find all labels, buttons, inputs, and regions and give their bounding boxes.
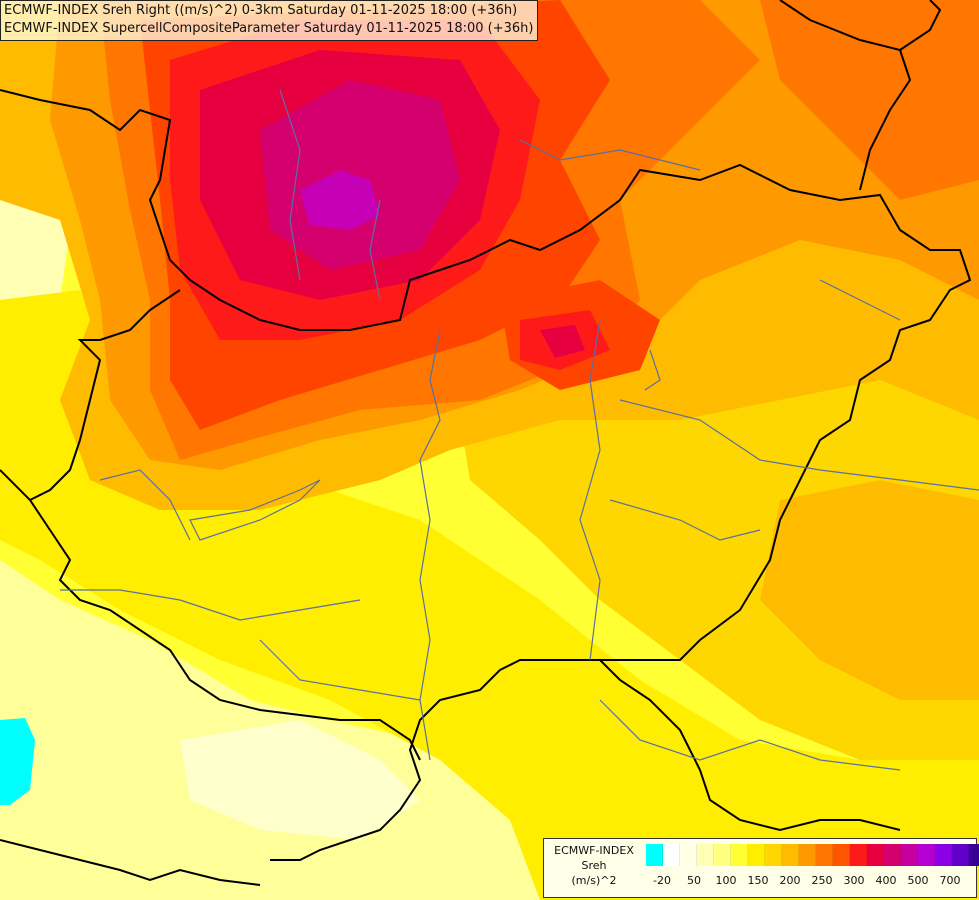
map-title-box: ECMWF-INDEX Sreh Right ((m/s)^2) 0-3km S… — [0, 0, 539, 41]
river-2 — [579, 319, 601, 661]
legend-tick-8: 500 — [907, 874, 929, 887]
country-borders — [0, 0, 972, 886]
legend-swatch-3 — [697, 844, 714, 866]
legend-tick-6: 300 — [843, 874, 865, 887]
legend-swatch-6 — [748, 844, 765, 866]
river-9 — [599, 699, 901, 771]
border-west-2 — [29, 289, 181, 501]
field-orange-dark-ne — [760, 0, 979, 200]
legend-swatch-18 — [952, 844, 969, 866]
title-line-1: ECMWF-INDEX Sreh Right ((m/s)^2) 0-3km S… — [4, 3, 518, 18]
legend-swatch-9 — [799, 844, 816, 866]
border-czsk-north — [0, 89, 972, 861]
legend-swatch-10 — [816, 844, 833, 866]
legend-swatch-4 — [714, 844, 731, 866]
legend-swatch-8 — [782, 844, 799, 866]
river-10 — [60, 589, 361, 621]
legend-tick-7: 400 — [875, 874, 897, 887]
legend-swatch-12 — [850, 844, 867, 866]
river-3 — [189, 479, 321, 541]
legend-unit: (m/s)^2 — [571, 874, 617, 887]
river-7 — [619, 399, 979, 491]
legend-swatch-15 — [901, 844, 918, 866]
legend-variable-name: Sreh — [581, 859, 607, 872]
legend-tick-9: 700 — [939, 874, 961, 887]
legend-swatch-5 — [731, 844, 748, 866]
legend-ticks: -20 50 100 150 200 250 300 400 500 700 — [646, 874, 974, 888]
field-very-light — [180, 720, 420, 840]
river-8 — [609, 499, 761, 541]
legend-label: ECMWF-INDEX Sreh (m/s)^2 — [544, 843, 644, 888]
field-crimson-east — [540, 325, 585, 358]
river-14 — [644, 349, 661, 391]
legend-tick-0: -20 — [653, 874, 671, 887]
river-4 — [279, 89, 301, 281]
river-12 — [819, 279, 901, 321]
color-legend: ECMWF-INDEX Sreh (m/s)^2 -20 50 100 150 200 2… — [543, 838, 979, 898]
legend-swatch-7 — [765, 844, 782, 866]
legend-swatch-2 — [680, 844, 697, 866]
border-west — [0, 469, 421, 761]
river-5 — [369, 199, 381, 301]
border-sw — [0, 839, 261, 886]
legend-swatch-11 — [833, 844, 850, 866]
field-purple — [300, 170, 380, 230]
legend-tick-3: 150 — [747, 874, 769, 887]
legend-tick-2: 100 — [715, 874, 737, 887]
legend-swatch-17 — [935, 844, 952, 866]
legend-swatch-13 — [867, 844, 884, 866]
field-orange-east — [760, 480, 979, 700]
legend-swatch-16 — [918, 844, 935, 866]
legend-colorbar — [646, 844, 979, 866]
field-cyan — [0, 718, 35, 805]
legend-tick-4: 200 — [779, 874, 801, 887]
border-ne-2 — [859, 49, 912, 191]
river-13 — [259, 639, 421, 701]
field-yellow-band — [0, 290, 979, 900]
border-south — [599, 659, 901, 832]
legend-swatch-19 — [969, 844, 979, 866]
river-1 — [419, 329, 441, 761]
river-6 — [519, 139, 701, 171]
legend-swatch-14 — [884, 844, 901, 866]
legend-model-name: ECMWF-INDEX — [554, 844, 634, 857]
legend-tick-1: 50 — [687, 874, 701, 887]
rivers — [60, 89, 979, 771]
river-11 — [99, 469, 191, 541]
title-line-2: ECMWF-INDEX SupercellCompositeParameter … — [4, 21, 534, 36]
legend-swatch-1 — [663, 844, 680, 866]
legend-tick-5: 250 — [811, 874, 833, 887]
legend-swatch-0 — [646, 844, 663, 866]
